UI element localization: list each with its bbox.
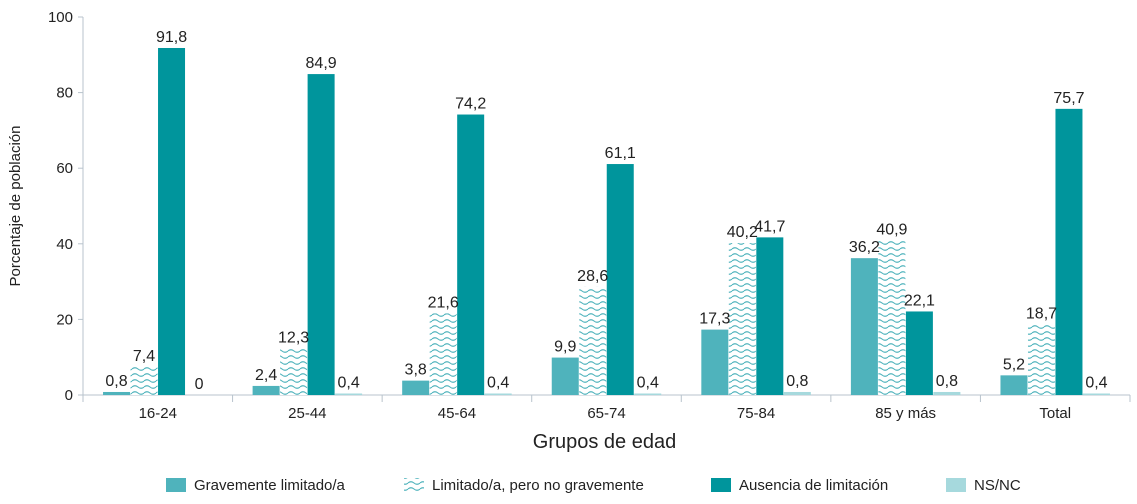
- data-labels: 0,8 7,4 91,8 0 2,4 12,3 84,9 0,4 3,8 21,6 74,2 0,4 9…: [105, 29, 1107, 393]
- x-tick-label: 45-64: [438, 405, 476, 422]
- y-tick-label: 0: [65, 387, 73, 404]
- bar: [850, 258, 878, 395]
- bar-value-label: 0,4: [637, 374, 659, 391]
- bar: [551, 357, 579, 395]
- bar-value-label: 21,6: [428, 294, 459, 311]
- bar-value-label: 9,9: [554, 339, 576, 356]
- x-tick-label: Total: [1039, 405, 1071, 422]
- legend: Gravemente limitado/a Limitado/a, pero no…: [166, 477, 1021, 494]
- bar: [933, 391, 961, 395]
- bar: [402, 380, 430, 395]
- bar: [307, 74, 335, 395]
- bar-value-label: 40,9: [876, 221, 907, 238]
- bar-value-label: 3,8: [405, 362, 427, 379]
- bar-value-label: 12,3: [278, 330, 309, 347]
- y-tick-label: 100: [48, 9, 73, 26]
- bar-value-label: 18,7: [1026, 305, 1057, 322]
- legend-label: Gravemente limitado/a: [194, 477, 346, 494]
- legend-label: Ausencia de limitación: [739, 477, 888, 494]
- bar-value-label: 17,3: [699, 311, 730, 328]
- bar: [252, 385, 280, 395]
- legend-swatch: [404, 478, 424, 492]
- y-tick-label: 40: [56, 236, 73, 253]
- legend-swatch: [166, 478, 186, 492]
- legend-label: Limitado/a, pero no gravemente: [432, 477, 644, 494]
- bar: [103, 391, 131, 395]
- bar-value-label: 84,9: [306, 55, 337, 72]
- y-tick-label: 60: [56, 160, 73, 177]
- x-tick-label: 16-24: [139, 405, 177, 422]
- y-tick-label: 20: [56, 311, 73, 328]
- bar-value-label: 7,4: [133, 348, 155, 365]
- y-axis-title: Porcentaje de población: [7, 126, 24, 287]
- bar-value-label: 0,4: [337, 374, 359, 391]
- bar: [457, 114, 485, 396]
- bar-value-label: 0,8: [105, 373, 127, 390]
- bar-value-label: 2,4: [255, 367, 277, 384]
- bar-value-label: 41,7: [754, 218, 785, 235]
- bar: [878, 240, 906, 395]
- bar-value-label: 75,7: [1053, 90, 1084, 107]
- bar: [429, 313, 457, 395]
- x-tick-label: 25-44: [288, 405, 326, 422]
- x-tick-label: 85 y más: [875, 405, 936, 422]
- bar-value-label: 0,4: [487, 374, 509, 391]
- bar-value-label: 0,8: [936, 373, 958, 390]
- bar-value-label: 0,8: [786, 373, 808, 390]
- bar: [130, 367, 158, 395]
- bar-value-label: 74,2: [455, 96, 486, 113]
- bar: [1055, 108, 1083, 395]
- bar-value-label: 28,6: [577, 268, 608, 285]
- bar: [1027, 324, 1055, 395]
- bar-value-label: 91,8: [156, 29, 187, 46]
- x-tick-label: 65-74: [587, 405, 625, 422]
- bar-value-label: 0: [195, 376, 204, 393]
- y-tick-label: 80: [56, 85, 73, 102]
- bar: [905, 311, 933, 395]
- bar: [1000, 375, 1028, 395]
- legend-label: NS/NC: [974, 477, 1021, 494]
- legend-swatch: [946, 478, 966, 492]
- bar: [701, 329, 729, 395]
- bar-value-label: 36,2: [849, 239, 880, 256]
- x-axis-title: Grupos de edad: [533, 431, 676, 453]
- bar: [783, 391, 811, 395]
- axes: 0 20 40 60 80 100 16-24 25-44 45-64 65-74 75-84 85 …: [7, 9, 1131, 453]
- bar-value-label: 5,2: [1003, 356, 1025, 373]
- bar: [1082, 393, 1110, 395]
- bars: [103, 47, 1110, 396]
- bar-value-label: 0,4: [1085, 374, 1107, 391]
- bar: [606, 164, 634, 395]
- bar: [335, 393, 363, 395]
- bar-value-label: 40,2: [727, 224, 758, 241]
- bar-value-label: 61,1: [605, 145, 636, 162]
- x-tick-label: 75-84: [737, 405, 775, 422]
- bar: [158, 47, 186, 395]
- bar: [579, 286, 607, 395]
- legend-swatch: [711, 478, 731, 492]
- bar-value-label: 22,1: [904, 292, 935, 309]
- bar: [728, 243, 756, 395]
- bar: [634, 393, 662, 395]
- bar: [484, 393, 512, 395]
- bar: [756, 237, 784, 395]
- bar: [280, 348, 308, 395]
